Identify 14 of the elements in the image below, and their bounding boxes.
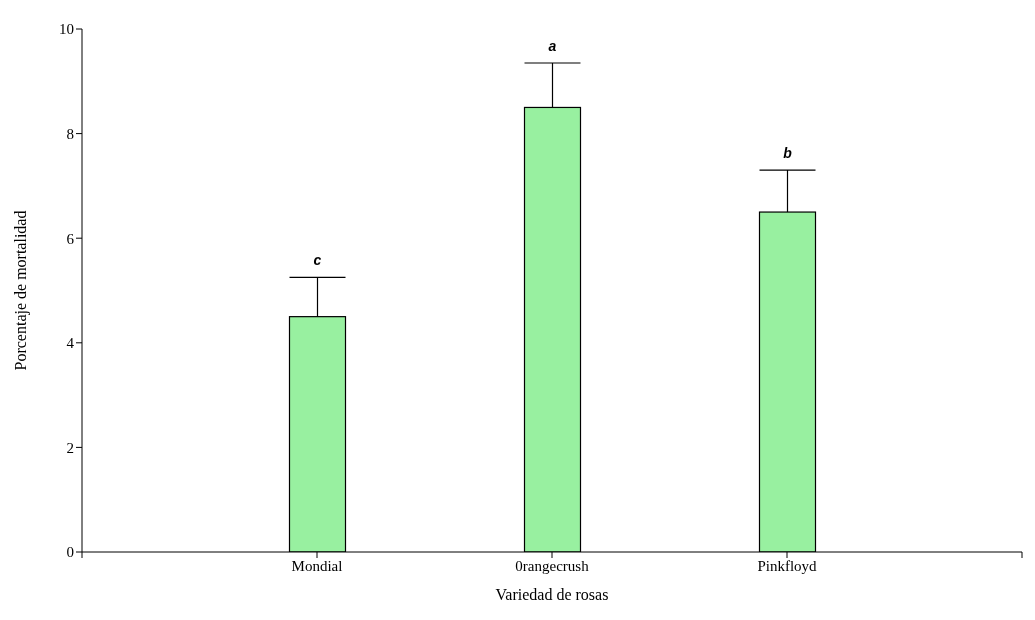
annotation: a (548, 37, 557, 54)
y-tick-label: 4 (66, 335, 75, 352)
x-axis-title: Variedad de rosas (495, 586, 609, 603)
x-tick-label: 0rangecrush (515, 557, 590, 574)
y-axis-title: Porcentaje de mortalidad (11, 210, 30, 371)
y-tick-label: 10 (59, 21, 74, 38)
y-tick-label: 6 (66, 230, 75, 247)
annotation: b (783, 145, 793, 162)
y-tick-label: 2 (66, 439, 74, 456)
y-tick-label: 0 (66, 544, 74, 561)
y-tick-label: 8 (66, 125, 74, 142)
x-tick-label: Pinkfloyd (757, 557, 818, 574)
x-tick-label: Mondial (291, 557, 343, 574)
annotation: c (313, 252, 322, 269)
